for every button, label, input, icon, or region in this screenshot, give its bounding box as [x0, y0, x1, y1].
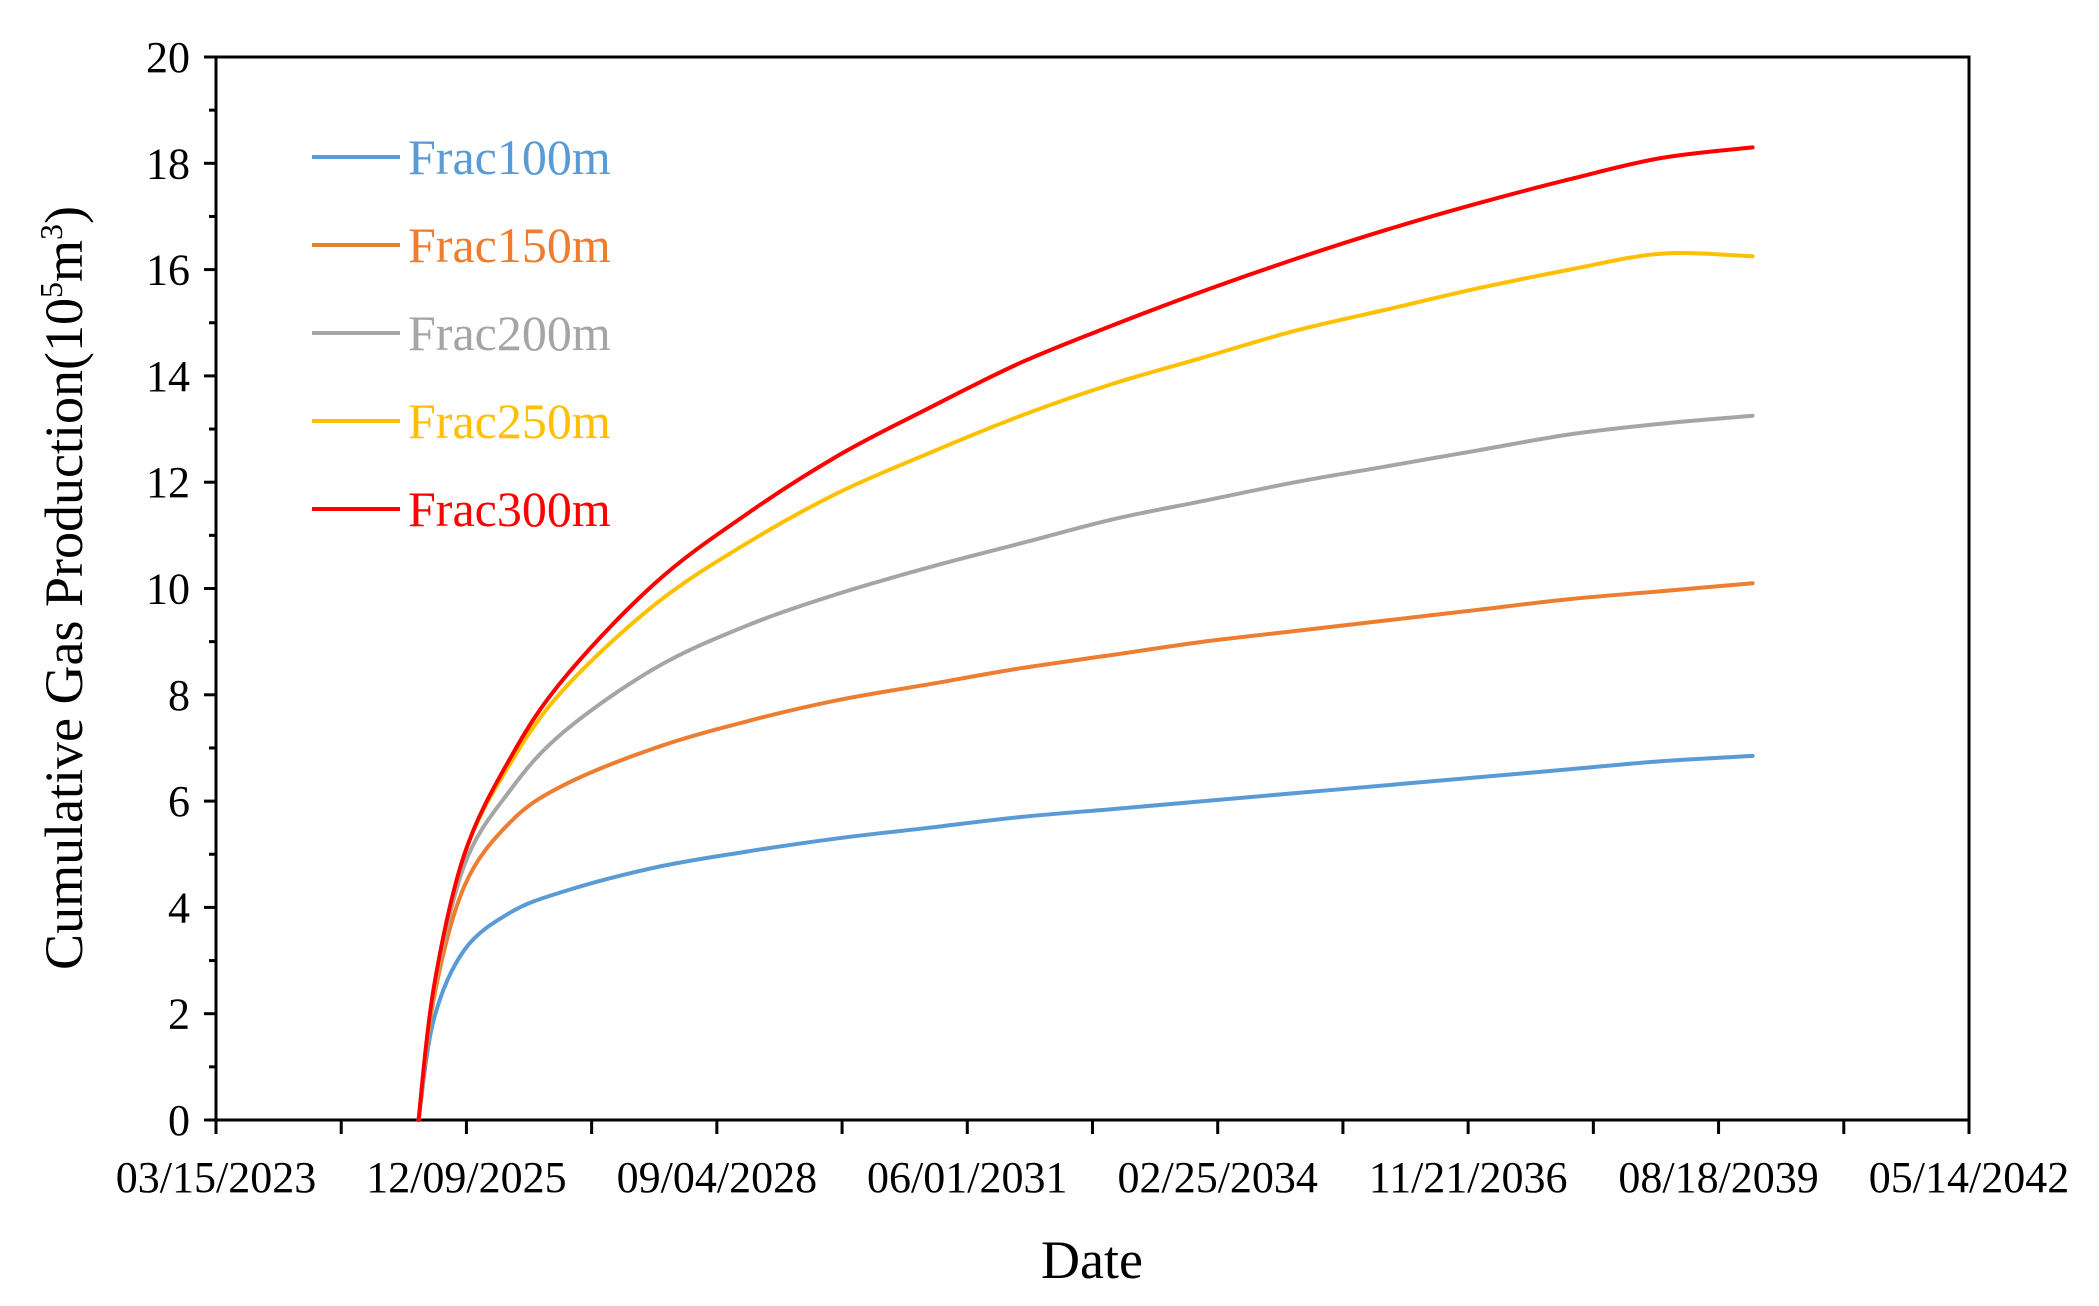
x-axis-title: Date: [1041, 1230, 1143, 1290]
x-tick-label: 02/25/2034: [1117, 1153, 1317, 1202]
series-line-frac100m: [416, 753, 1755, 1122]
y-axis-title-end: ): [34, 206, 94, 224]
y-axis-title-sup2: 3: [33, 224, 69, 240]
x-tick-label: 09/04/2028: [617, 1153, 817, 1202]
series-line-frac300m: [416, 145, 1755, 1122]
y-axis-title-sup1: 5: [33, 282, 69, 298]
series-lines: [416, 145, 1755, 1122]
y-tick-label: 6: [168, 777, 190, 826]
x-tick-label: 11/21/2036: [1369, 1153, 1568, 1202]
legend: Frac100m Frac150m Frac200m Frac250m Frac300m: [312, 129, 611, 537]
legend-label-frac300m: Frac300m: [408, 481, 611, 537]
x-tick-label: 05/14/2042: [1869, 1153, 2069, 1202]
y-tick-label: 18: [146, 139, 190, 188]
y-axis-ticks: 0 2 4 6 8 10 12 14 16 18 20: [146, 33, 216, 1145]
x-axis-ticks: 03/15/2023 12/09/2025 09/04/2028 06/01/2031…: [116, 1120, 2069, 1202]
series-line-frac200m: [416, 413, 1755, 1122]
y-tick-label: 2: [168, 990, 190, 1039]
y-axis-title-main: Cumulative Gas Production(10: [34, 298, 94, 970]
series-line-frac250m: [416, 251, 1755, 1122]
legend-label-frac200m: Frac200m: [408, 305, 611, 361]
y-tick-label: 16: [146, 246, 190, 295]
legend-label-frac150m: Frac150m: [408, 217, 611, 273]
x-tick-label: 03/15/2023: [116, 1153, 316, 1202]
x-tick-label: 12/09/2025: [366, 1153, 566, 1202]
y-axis-title: Cumulative Gas Production(105m3): [33, 206, 94, 970]
legend-label-frac250m: Frac250m: [408, 393, 611, 449]
legend-label-frac100m: Frac100m: [408, 129, 611, 185]
y-tick-label: 12: [146, 458, 190, 507]
y-tick-label: 4: [168, 883, 190, 932]
y-axis-title-mid: m: [34, 240, 94, 282]
y-tick-label: 20: [146, 33, 190, 82]
series-line-frac150m: [416, 581, 1755, 1122]
y-tick-label: 0: [168, 1096, 190, 1145]
y-tick-label: 14: [146, 352, 190, 401]
x-tick-label: 08/18/2039: [1618, 1153, 1818, 1202]
x-tick-label: 06/01/2031: [867, 1153, 1067, 1202]
y-tick-label: 10: [146, 565, 190, 614]
y-tick-label: 8: [168, 671, 190, 720]
